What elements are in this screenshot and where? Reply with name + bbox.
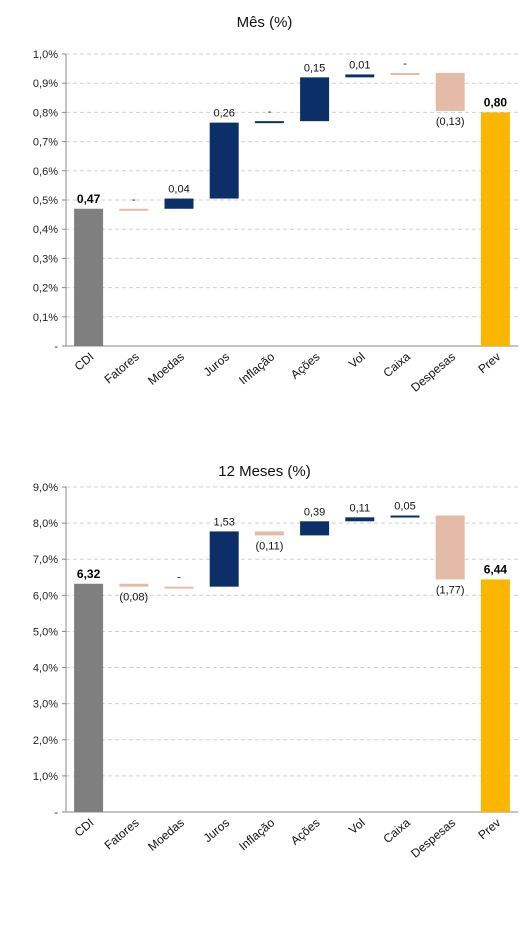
y-tick-label: 0,6% xyxy=(33,166,58,178)
bar-moedas xyxy=(164,586,194,589)
data-label: 1,53 xyxy=(213,516,234,528)
data-label: (0,08) xyxy=(119,592,148,604)
x-tick-label: CDI xyxy=(72,816,97,840)
data-label: 0,01 xyxy=(349,59,370,71)
chart-title: Mês (%) xyxy=(237,14,293,31)
x-tick-label: Moedas xyxy=(145,350,187,388)
chart-title: 12 Meses (%) xyxy=(218,463,311,480)
bar-moedas xyxy=(164,198,194,209)
data-label: 0,80 xyxy=(484,95,508,109)
y-tick-label: 0,1% xyxy=(33,312,58,324)
y-tick-label: 7,0% xyxy=(33,554,58,566)
y-tick-label: 1,0% xyxy=(33,771,58,783)
y-tick-label: 0,4% xyxy=(33,224,58,236)
bar-fatores xyxy=(119,208,149,211)
x-tick-label: Fatores xyxy=(102,816,142,853)
bar-caixa xyxy=(390,72,420,75)
data-label: - xyxy=(132,194,136,206)
x-tick-label: Fatores xyxy=(102,350,142,387)
y-tick-label: 2,0% xyxy=(33,735,58,747)
y-tick-label: 3,0% xyxy=(33,699,58,711)
x-tick-label: Vol xyxy=(346,816,368,837)
y-tick-label: 0,2% xyxy=(33,283,58,295)
chart-year: 12 Meses (%) - 1,0% 2,0% 3,0% 4,0% 5,0% 6,0% 7,0… xyxy=(33,463,518,861)
bar-juros xyxy=(209,122,239,199)
data-label: - xyxy=(268,106,272,118)
x-tick-label: Moedas xyxy=(145,816,187,854)
y-tick-label: 0,3% xyxy=(33,253,58,265)
y-tick-label: - xyxy=(54,807,58,819)
y-tick-label: - xyxy=(54,341,58,353)
y-tick-label: 0,5% xyxy=(33,195,58,207)
x-tick-label: Prev xyxy=(475,350,503,377)
x-tick-label: Juros xyxy=(201,816,232,846)
x-tick-label: Despesas xyxy=(408,350,458,395)
bar-despesas xyxy=(435,72,465,111)
y-tick-label: 4,0% xyxy=(33,663,58,675)
bar-prev xyxy=(480,579,510,812)
data-label: 0,15 xyxy=(304,62,325,74)
data-label: 0,26 xyxy=(213,108,234,120)
data-label: 6,32 xyxy=(77,567,101,581)
bar-prev xyxy=(480,112,510,347)
data-label: 0,11 xyxy=(350,502,371,514)
x-tick-label: CDI xyxy=(72,350,97,374)
x-tick-label: Juros xyxy=(201,350,232,380)
data-label: 0,39 xyxy=(304,506,325,518)
x-tick-label: Ações xyxy=(288,350,323,382)
x-tick-label: Ações xyxy=(288,816,323,848)
data-label: - xyxy=(403,58,407,70)
bar-vol xyxy=(345,74,375,78)
data-label: 0,47 xyxy=(77,192,101,206)
bar-caixa xyxy=(390,515,420,518)
y-tick-label: 0,7% xyxy=(33,137,58,149)
bar-cdi xyxy=(74,583,104,812)
x-tick-label: Caixa xyxy=(380,349,413,380)
bar-vol xyxy=(345,517,375,522)
x-tick-label: Caixa xyxy=(380,815,413,846)
x-tick-label: Vol xyxy=(346,350,368,371)
bar-inflação xyxy=(254,531,284,536)
y-tick-label: 0,9% xyxy=(33,78,58,90)
y-tick-label: 0,8% xyxy=(33,107,58,119)
y-tick-label: 6,0% xyxy=(33,590,58,602)
data-label: 6,44 xyxy=(484,562,508,576)
bar-ações xyxy=(300,77,330,122)
chart-month: Mês (%) - 0,1% 0,2% 0,3% 0,4% 0,5% 0,6% 0,7% 0,8%… xyxy=(33,14,518,395)
data-label: - xyxy=(177,572,181,584)
data-label: 0,04 xyxy=(168,184,189,196)
x-tick-label: Despesas xyxy=(408,816,458,861)
x-tick-label: Prev xyxy=(475,816,503,843)
bar-inflação xyxy=(254,121,284,124)
data-label: (1,77) xyxy=(436,584,465,596)
y-tick-label: 5,0% xyxy=(33,626,58,638)
bar-juros xyxy=(209,531,239,587)
bar-despesas xyxy=(435,515,465,580)
bar-fatores xyxy=(119,583,149,587)
y-tick-label: 9,0% xyxy=(33,482,58,494)
y-tick-label: 1,0% xyxy=(33,49,58,61)
bar-ações xyxy=(300,521,330,536)
x-tick-label: Inflação xyxy=(236,815,277,853)
data-label: (0,13) xyxy=(436,116,465,128)
y-tick-label: 8,0% xyxy=(33,518,58,530)
x-tick-label: Inflação xyxy=(236,349,277,387)
bar-cdi xyxy=(74,208,104,346)
data-label: 0,05 xyxy=(394,501,415,513)
data-label: (0,11) xyxy=(255,540,283,552)
